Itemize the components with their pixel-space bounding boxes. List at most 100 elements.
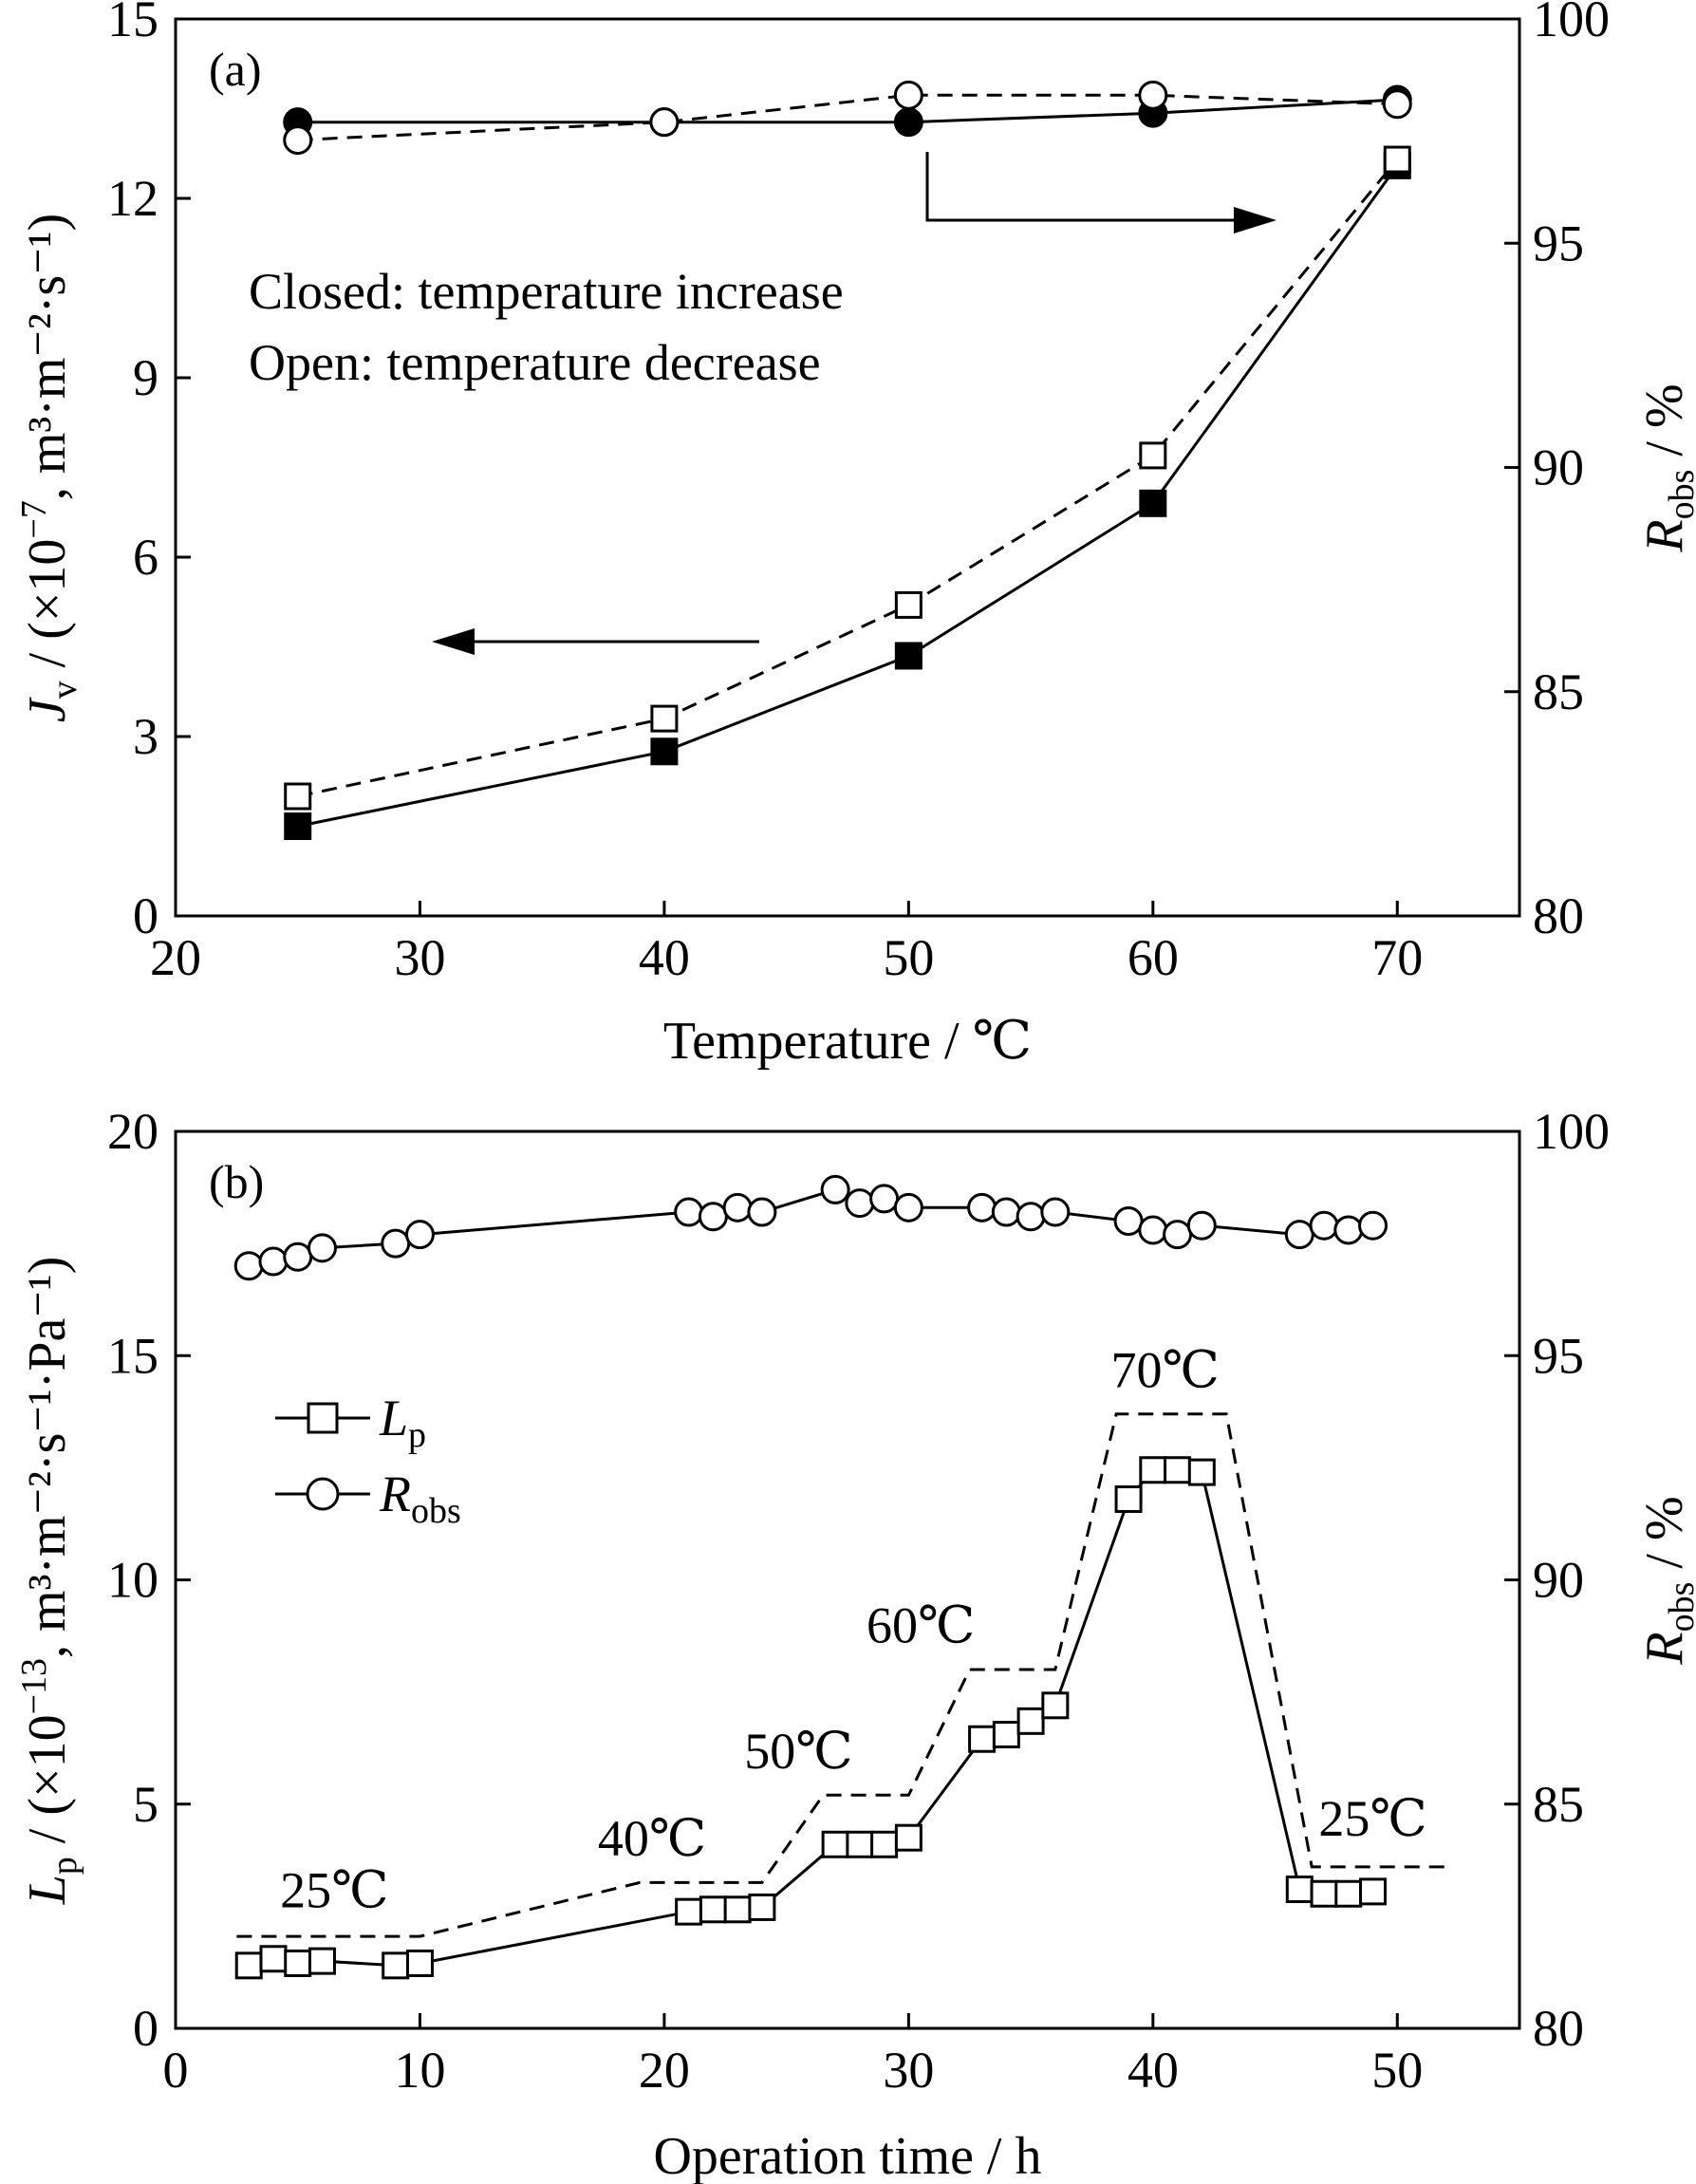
panel-a-left-tick-label: 0 [133,887,158,944]
panel-a-series-1-point [1139,441,1167,470]
panel-b-series-0-point [748,1893,776,1921]
panel-b-left-axis-title: Lp / (×10−13, m³·m⁻²·s⁻¹·Pa⁻¹) [14,1257,84,1906]
panel-a-series-line-1 [297,159,1399,798]
panel-b-x-tick-label: 10 [394,2042,445,2099]
panel-a-series-3-point [283,125,313,156]
panel-b-series-2-point [747,1197,777,1227]
panel-b-series-2-point [674,1197,704,1227]
panel-b-series-0-point [1114,1484,1143,1513]
panel-b-series-0-point [1187,1458,1216,1486]
panel-a-series-0-point [650,737,679,766]
panel-b-right-tick-label: 100 [1533,1103,1610,1160]
panel-b-series-0-point [723,1895,752,1924]
panel-b-markers [233,1174,1388,1980]
panel-b-series-2-point [869,1184,900,1214]
panel-a-left-tick-label: 3 [133,708,158,765]
panel-b-series-0-point [308,1947,336,1975]
panel-b-right-axis-title: Robs / % [1635,1496,1696,1665]
panel-a-axes: 20 30 40 50 60 70 0 3 6 9 12 15 80 85 90 95 100 [107,0,1610,986]
panel-b-series-2-point [1113,1206,1144,1236]
panel-b-series-0-point [405,1949,434,1977]
panel-b-left-tick-label: 20 [107,1103,158,1160]
panel-a-x-axis-title: Temperature / ℃ [663,1012,1032,1071]
panel-b-series-0-point [259,1945,288,1973]
panel-a-right-tick-label: 80 [1533,887,1584,944]
panel-b-series-0-point [968,1725,997,1753]
svg-text:Lp: Lp [379,1390,426,1455]
panel-b-series-2-point [1186,1210,1217,1241]
panel-b: (b) Lp Robs 0 10 20 30 40 50 0 5 10 15 20 80 85 90 95 1… [14,1103,1696,2184]
panel-a-lines [297,93,1399,828]
panel-a-x-tick-label: 50 [883,929,934,986]
panel-b-series-2-point [967,1192,997,1223]
panel-a-left-axis-title: Jv / (×10−7, m³·m⁻²·s⁻¹) [14,214,84,722]
panel-b-series-0-point [1359,1877,1388,1906]
temperature-label: 40℃ [598,1810,706,1867]
panel-b-series-0-point [284,1949,312,1977]
panel-b-series-2-point [991,1197,1021,1227]
panel-b-series-0-point [870,1830,899,1858]
panel-b-series-0-point [1310,1879,1338,1908]
panel-a-left-arrow [432,628,759,655]
panel-a-series-0-point [1139,489,1167,517]
panel-b-series-0-point [234,1951,263,1980]
panel-b-axes: 0 10 20 30 40 50 0 5 10 15 20 80 85 90 95 100 [107,1103,1610,2099]
panel-b-temperature-labels: 25℃ 40℃ 50℃ 60℃ 70℃ 25℃ [280,1341,1427,1918]
temperature-label: 50℃ [744,1723,852,1780]
panel-b-x-tick-label: 0 [163,2042,189,2099]
panel-a-series-2-point [893,107,923,138]
panel-b-right-tick-label: 90 [1533,1552,1584,1609]
panel-a-x-tick-label: 40 [639,929,690,986]
panel-b-series-2-point [283,1241,313,1272]
panel-a-left-tick-label: 15 [107,0,158,47]
panel-b-legend-robs: Robs [275,1465,461,1531]
panel-a-series-1-point [1383,145,1411,174]
panel-b-right-tick-label: 80 [1533,2000,1584,2057]
panel-b-series-0-point [846,1830,874,1858]
panel-a-right-tick-label: 90 [1533,439,1584,496]
panel-b-x-axis-title: Operation time / h [653,2127,1041,2184]
panel-b-x-tick-label: 50 [1371,2042,1423,2099]
panel-b-label: (b) [209,1155,264,1208]
panel-a-right-tick-label: 100 [1533,0,1610,47]
panel-b-x-tick-label: 30 [883,2042,934,2099]
panel-a-series-3-point [1382,89,1412,120]
panel-a-series-3-point [1138,80,1168,110]
panel-b-series-0-point [699,1895,727,1924]
panel-b-series-2-point [893,1192,923,1223]
panel-b-left-tick-label: 5 [133,1776,158,1833]
panel-a-x-tick-label: 30 [394,929,445,986]
panel-a-legend-open: Open: temperature decrease [249,334,821,391]
panel-a-series-1-point [894,590,923,619]
panel-b-series-2-point [1016,1202,1046,1232]
panel-b-series-2-point [1040,1197,1071,1227]
panel-b-series-2-point [845,1188,875,1219]
panel-a-x-tick-label: 60 [1128,929,1179,986]
panel-b-series-2-point [722,1192,753,1223]
panel-b-left-tick-label: 15 [107,1327,158,1384]
panel-b-legend: Lp Robs [275,1390,461,1531]
panel-b-series-2-point [820,1174,850,1204]
panel-a-series-0-point [894,642,923,670]
panel-b-series-0-point [894,1823,923,1852]
panel-b-series-2-point [233,1251,264,1281]
temperature-label: 25℃ [280,1861,388,1918]
panel-b-series-2-point [698,1202,728,1232]
panel-a-series-1-point [650,704,679,733]
panel-b-series-line-0 [248,1468,1373,1968]
panel-a-left-tick-label: 9 [133,349,158,406]
panel-b-series-2-point [381,1228,411,1259]
panel-b-x-tick-label: 40 [1128,2042,1179,2099]
panel-b-series-0-point [1334,1879,1363,1908]
panel-a-left-tick-label: 6 [133,529,158,586]
panel-b-series-0-point [1139,1456,1167,1484]
panel-b-right-tick-label: 85 [1533,1776,1584,1833]
panel-b-series-line-1 [236,1412,1446,1938]
panel-a-plot-frame [174,17,1521,918]
panel-b-x-tick-label: 20 [639,2042,690,2099]
panel-b-series-0-point [382,1951,410,1980]
panel-a-x-tick-label: 20 [150,929,201,986]
panel-b-right-tick-label: 95 [1533,1327,1584,1384]
panel-a: (a) Closed: temperature increase Open: t… [14,0,1696,1071]
